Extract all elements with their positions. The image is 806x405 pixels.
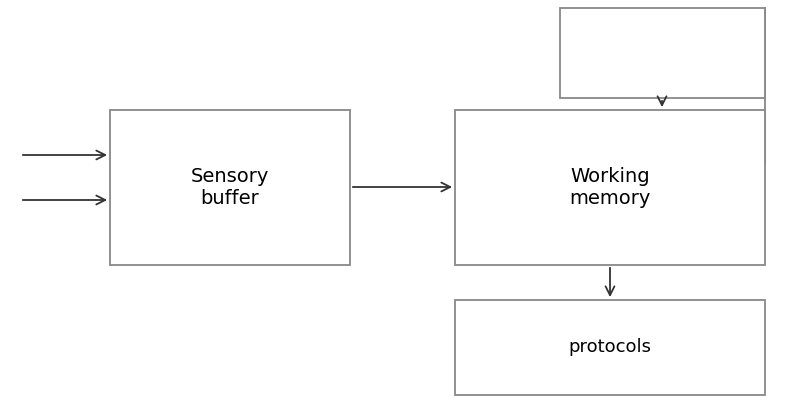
Bar: [455, 110, 765, 265]
Text: Sensory
buffer: Sensory buffer: [191, 167, 269, 208]
Text: Working
memory: Working memory: [569, 167, 650, 208]
Bar: [110, 110, 350, 265]
Text: protocols: protocols: [568, 339, 651, 356]
Bar: [455, 300, 765, 395]
Bar: [560, 8, 765, 98]
